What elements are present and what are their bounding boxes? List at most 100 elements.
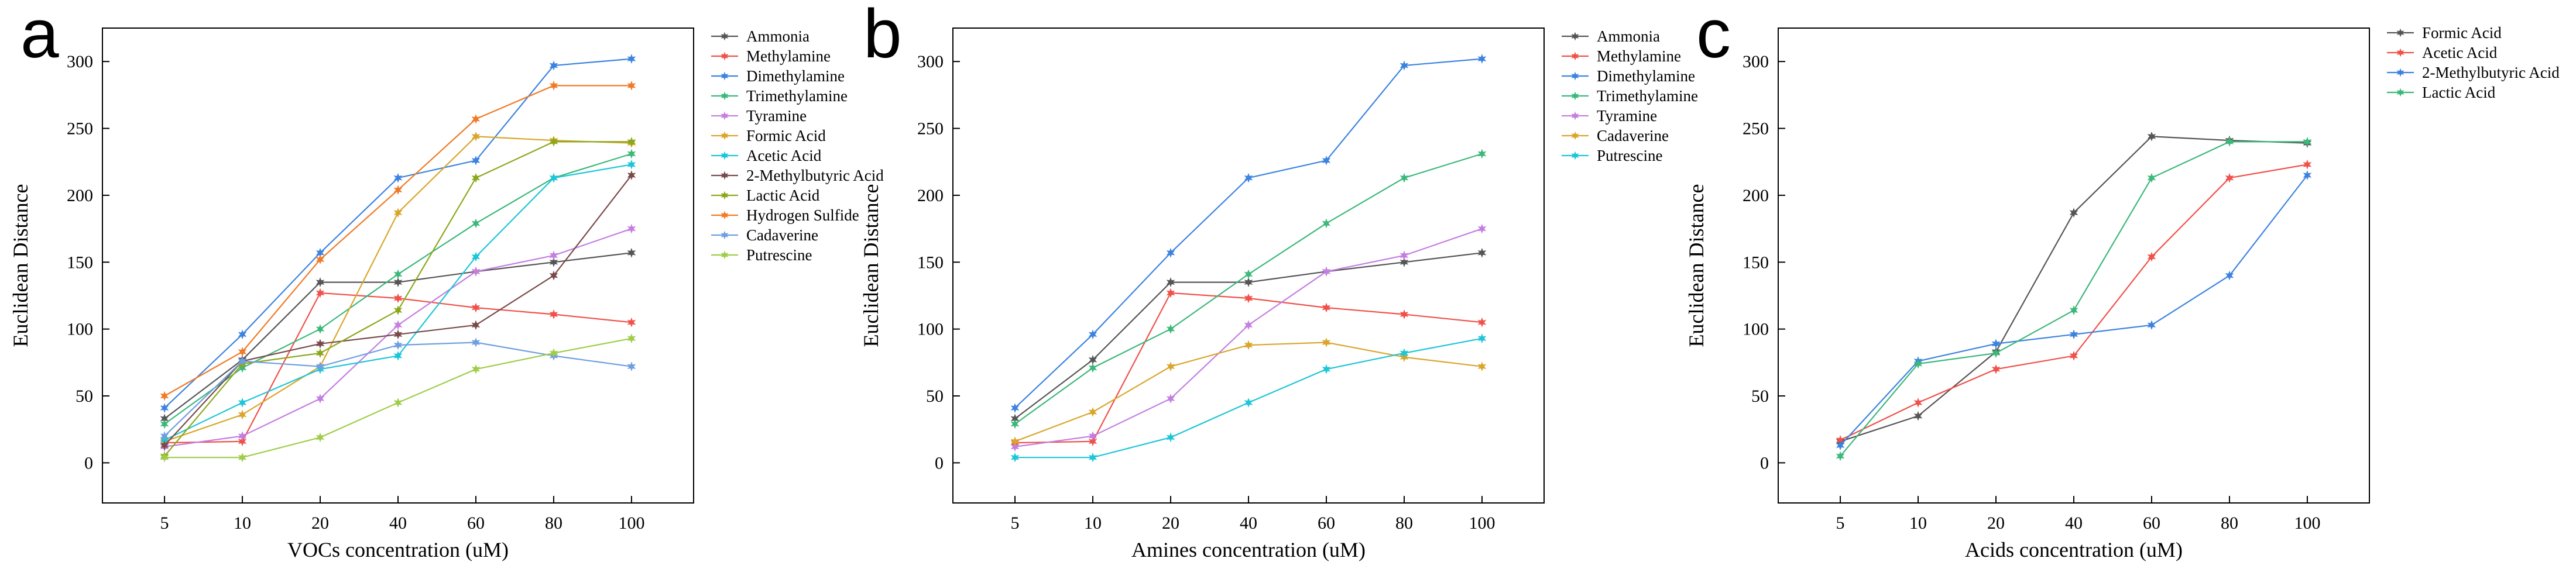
x-tick-label: 100 [2294, 513, 2320, 533]
data-point [2147, 251, 2156, 262]
legend-entry: Trimethylamine [746, 87, 848, 105]
data-point [1913, 411, 1923, 421]
y-tick-label: 0 [1760, 453, 1769, 473]
legend-swatch-marker [1571, 51, 1579, 61]
data-point [471, 320, 481, 330]
panel-letter-b: b [863, 0, 902, 73]
series-line [1840, 164, 2308, 441]
data-point [393, 350, 403, 361]
data-point [1166, 247, 1175, 258]
data-point [393, 269, 403, 280]
data-point [1477, 361, 1487, 372]
series-line [1014, 153, 1483, 425]
y-tick-label: 50 [926, 387, 944, 406]
y-tick-label: 300 [1743, 52, 1769, 71]
legend-swatch-marker [2396, 48, 2405, 57]
series-line [1014, 342, 1483, 442]
series-line [1840, 136, 2307, 442]
legend-entry: Cadaverine [746, 226, 818, 244]
legend-swatch-marker [721, 91, 729, 101]
data-point [1244, 269, 1253, 280]
data-point [1166, 277, 1175, 288]
data-point [2069, 305, 2078, 316]
y-tick-label: 200 [917, 186, 944, 205]
legend-entry: Trimethylamine [1597, 87, 1698, 105]
legend-entry: Putrescine [1597, 147, 1662, 164]
data-point [627, 223, 636, 234]
data-point [1088, 329, 1097, 340]
legend-entry: Lactic Acid [2422, 84, 2496, 101]
legend-swatch-marker [721, 211, 729, 220]
data-point [1836, 440, 1845, 451]
data-point [238, 409, 247, 420]
data-point [238, 431, 247, 442]
data-point [2303, 170, 2312, 181]
y-tick-label: 150 [917, 253, 944, 272]
data-point [627, 159, 636, 170]
data-point [1088, 363, 1097, 373]
data-point [627, 317, 636, 328]
data-point [1088, 431, 1097, 442]
legend-swatch-marker [721, 171, 729, 180]
data-point [471, 302, 481, 313]
legend-swatch-marker [1571, 151, 1579, 160]
x-axis-title: Amines concentration (uM) [1131, 538, 1366, 561]
data-point [315, 324, 325, 335]
x-tick-label: 60 [467, 513, 485, 533]
data-point [393, 185, 403, 195]
data-point [2303, 159, 2312, 170]
panel-letter-c: c [1696, 0, 1731, 73]
y-tick-label: 150 [67, 253, 93, 272]
x-tick-label: 5 [1011, 513, 1020, 533]
panel-letter-a: a [20, 0, 59, 73]
panel-b: b 0 50 100 150 200 250 300 5 10 20 40 60 80 100 Amines… [859, 0, 1698, 561]
legend-entry: 2-Methylbutyric Acid [746, 167, 884, 184]
legend-swatch-marker [721, 51, 729, 61]
plot-frame [1778, 27, 2370, 504]
data-point [1010, 442, 1020, 452]
data-point [160, 419, 169, 429]
data-point [2225, 270, 2234, 281]
data-point [1477, 54, 1487, 64]
data-point [549, 173, 558, 183]
y-tick-label: 250 [917, 119, 944, 139]
data-point [238, 436, 247, 447]
x-tick-label: 80 [545, 513, 562, 533]
data-point [315, 394, 325, 404]
legend-entry: 2-Methylbutyric Acid [2422, 64, 2560, 81]
x-tick-label: 80 [1395, 513, 1413, 533]
data-point [160, 452, 169, 463]
data-point [549, 136, 558, 147]
data-point [1010, 452, 1020, 463]
data-point [627, 54, 636, 64]
data-point [627, 149, 636, 159]
data-point [1088, 436, 1097, 447]
legend-entry: Tyramine [1597, 107, 1657, 125]
y-tick-label: 300 [917, 52, 944, 71]
data-point [1010, 436, 1020, 447]
data-point [315, 254, 325, 265]
legend-swatch-marker [721, 111, 729, 120]
legend-entry: Acetic Acid [746, 147, 822, 164]
x-tick-label: 100 [1469, 513, 1495, 533]
data-point [1400, 257, 1409, 267]
legend-swatch-marker [2396, 68, 2405, 77]
data-point [1244, 398, 1253, 408]
data-point [1010, 403, 1020, 413]
legend-swatch-marker [721, 191, 729, 200]
data-point [238, 329, 247, 340]
data-point [393, 208, 403, 218]
data-point [1400, 348, 1409, 359]
data-point [1322, 302, 1331, 313]
y-tick-label: 0 [84, 453, 93, 473]
data-point [471, 155, 481, 166]
data-point [549, 80, 558, 91]
y-tick-label: 100 [1743, 320, 1769, 339]
y-tick-label: 200 [67, 186, 93, 205]
data-point [393, 340, 403, 350]
x-tick-label: 100 [618, 513, 644, 533]
x-tick-label: 40 [2065, 513, 2083, 533]
data-point [1322, 266, 1331, 277]
data-point [1244, 173, 1253, 183]
data-point [1322, 155, 1331, 166]
